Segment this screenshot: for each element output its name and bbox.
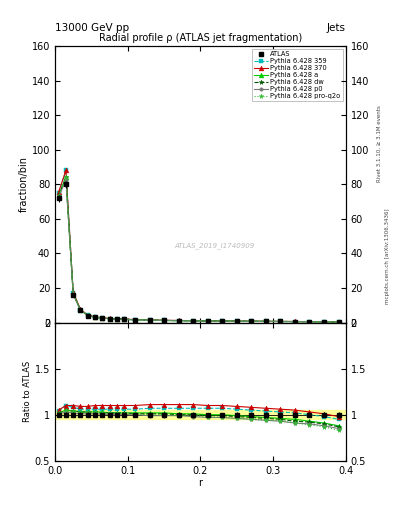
Legend: ATLAS, Pythia 6.428 359, Pythia 6.428 370, Pythia 6.428 a, Pythia 6.428 dw, Pyth: ATLAS, Pythia 6.428 359, Pythia 6.428 37… (252, 50, 343, 101)
Bar (55, 410, 346, 419)
Y-axis label: fraction/bin: fraction/bin (19, 156, 29, 212)
Text: 13000 GeV pp: 13000 GeV pp (55, 23, 129, 33)
Text: Rivet 3.1.10, ≥ 3.1M events: Rivet 3.1.10, ≥ 3.1M events (377, 105, 382, 182)
X-axis label: r: r (198, 478, 202, 488)
Y-axis label: Ratio to ATLAS: Ratio to ATLAS (23, 361, 32, 422)
Text: ATLAS_2019_I1740909: ATLAS_2019_I1740909 (175, 242, 255, 248)
Text: Jets: Jets (327, 23, 346, 33)
Title: Radial profile ρ (ATLAS jet fragmentation): Radial profile ρ (ATLAS jet fragmentatio… (99, 33, 302, 42)
Text: mcplots.cern.ch [arXiv:1306.3436]: mcplots.cern.ch [arXiv:1306.3436] (385, 208, 389, 304)
